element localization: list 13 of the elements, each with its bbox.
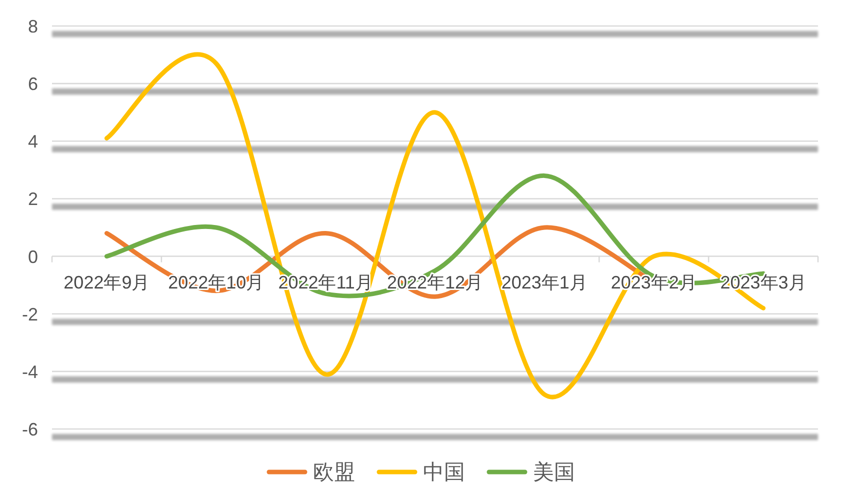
legend-label: 美国: [533, 461, 575, 484]
legend-label: 中国: [423, 461, 465, 484]
x-tick-label: 2023年1月: [501, 272, 588, 292]
y-tick-label: 8: [28, 16, 38, 36]
y-tick-label: 0: [28, 246, 38, 267]
y-tick-label: -4: [22, 362, 38, 382]
y-tick-label: -2: [22, 304, 38, 324]
y-tick-label: 4: [28, 132, 38, 152]
y-tick-label: -6: [22, 420, 38, 440]
y-tick-label: 2: [28, 189, 38, 210]
y-tick-label: 6: [28, 74, 38, 94]
legend-label: 欧盟: [313, 461, 355, 484]
x-tick-label: 2022年9月: [64, 272, 150, 292]
